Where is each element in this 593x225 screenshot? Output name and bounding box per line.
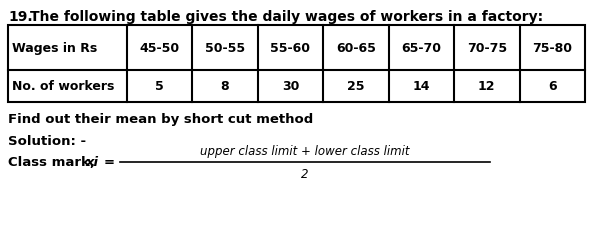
Text: xi: xi [86, 156, 99, 169]
Text: 60-65: 60-65 [336, 42, 376, 55]
Text: 50-55: 50-55 [205, 42, 245, 55]
Bar [8, 26, 585, 103]
Text: 45-50: 45-50 [139, 42, 180, 55]
Text: 8: 8 [221, 80, 229, 93]
Text: Solution: -: Solution: - [8, 134, 86, 147]
Text: upper class limit + lower class limit: upper class limit + lower class limit [200, 145, 410, 158]
Text: 30: 30 [282, 80, 299, 93]
Text: 65-70: 65-70 [401, 42, 441, 55]
Text: 25: 25 [347, 80, 365, 93]
Text: 12: 12 [478, 80, 496, 93]
Text: Wages in Rs: Wages in Rs [12, 42, 97, 55]
Text: 70-75: 70-75 [467, 42, 507, 55]
Text: 75-80: 75-80 [533, 42, 572, 55]
Text: 5: 5 [155, 80, 164, 93]
Text: =: = [104, 156, 115, 169]
Text: No. of workers: No. of workers [12, 80, 114, 93]
Text: 14: 14 [413, 80, 430, 93]
Text: 2: 2 [301, 168, 309, 181]
Text: The following table gives the daily wages of workers in a factory:: The following table gives the daily wage… [30, 10, 543, 24]
Text: 55-60: 55-60 [270, 42, 310, 55]
Text: Class mark,: Class mark, [8, 156, 100, 169]
Text: 19.: 19. [8, 10, 33, 24]
Text: Find out their mean by short cut method: Find out their mean by short cut method [8, 112, 313, 126]
Text: 6: 6 [548, 80, 557, 93]
